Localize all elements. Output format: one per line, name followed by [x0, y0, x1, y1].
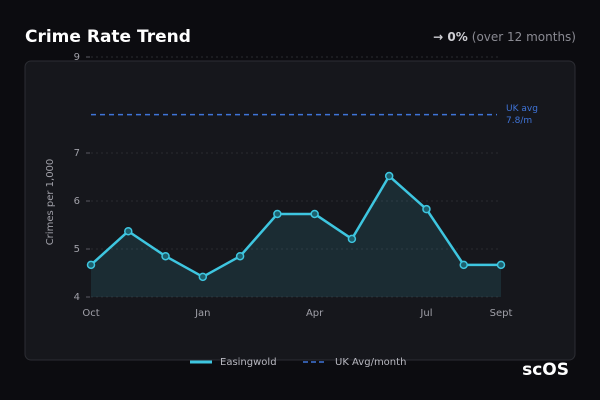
change-note: (over 12 months) — [472, 30, 576, 44]
legend-label: UK Avg/month — [335, 357, 406, 368]
point — [459, 260, 468, 270]
point — [422, 204, 431, 214]
y-tick-label: 5 — [74, 244, 80, 255]
x-tick-label: Oct — [82, 308, 99, 319]
point — [161, 251, 170, 261]
logo: scOS — [522, 360, 569, 380]
point — [273, 209, 282, 219]
point — [347, 234, 357, 244]
change: → 0% — [433, 30, 468, 44]
y-tick-label: 7 — [74, 148, 80, 159]
point — [384, 171, 394, 181]
point — [86, 260, 96, 270]
point — [310, 209, 319, 219]
x-tick-label: Sept — [490, 308, 513, 319]
y-tick-label: 6 — [74, 196, 80, 207]
area — [91, 176, 501, 297]
reference-value-label: 7.8/m — [506, 116, 532, 126]
point — [496, 260, 506, 270]
chart-title: Crime Rate Trend — [25, 27, 191, 47]
change-summary: → 0% (over 12 months) — [433, 30, 576, 44]
y-tick-label: 4 — [74, 292, 80, 303]
x-tick-label: Apr — [306, 308, 324, 319]
x-tick-label: Jul — [419, 308, 432, 319]
y-tick-label: 9 — [74, 52, 80, 63]
y-axis-label: Crimes per 1,000 — [45, 159, 56, 246]
card — [24, 60, 576, 361]
line — [90, 174, 501, 279]
x-tick-label: Jan — [194, 308, 210, 319]
point — [235, 251, 245, 261]
legend-label: Easingwold — [220, 357, 277, 368]
point — [124, 226, 133, 236]
point — [198, 272, 208, 282]
reference-label: UK avg — [506, 104, 538, 114]
